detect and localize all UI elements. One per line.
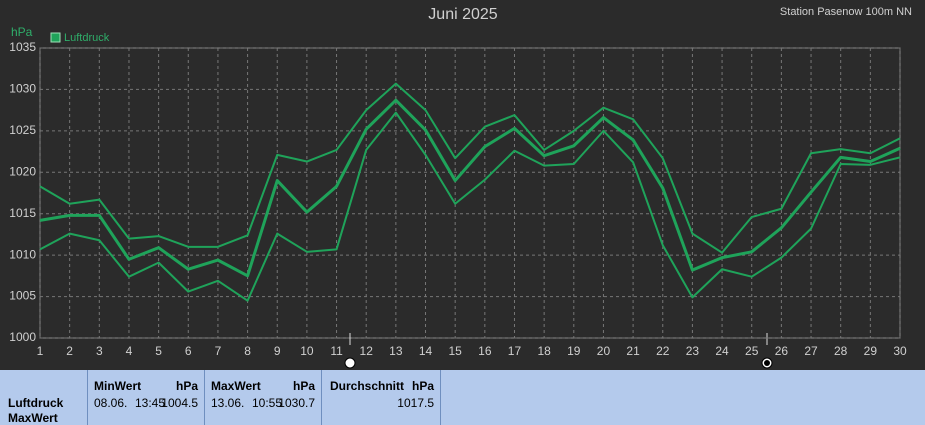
x-tick-label: 11 [330, 344, 343, 358]
value: 1004.5 [161, 396, 198, 410]
col-header: MinWert [94, 379, 142, 393]
x-tick-label: 6 [185, 344, 192, 358]
value: 1017.5 [397, 396, 434, 410]
chart-title: Juni 2025 [428, 6, 497, 23]
x-tick-label: 21 [626, 344, 640, 358]
col-header: Durchschnitt [330, 379, 405, 393]
y-tick-label: 1010 [9, 247, 36, 261]
x-tick-label: 9 [274, 344, 281, 358]
y-tick-label: 1015 [9, 206, 36, 220]
y-axis-label: hPa [11, 25, 33, 39]
x-tick-label: 5 [155, 344, 162, 358]
x-tick-label: 7 [215, 344, 222, 358]
x-tick-label: 4 [126, 344, 133, 358]
x-tick-label: 10 [300, 344, 314, 358]
x-tick-label: 12 [360, 344, 374, 358]
y-tick-label: 1035 [9, 40, 36, 54]
moon-new-inner [764, 360, 770, 366]
y-tick-label: 1005 [9, 289, 36, 303]
data-line [39, 98, 901, 278]
time: 10:55 [252, 396, 283, 410]
data-line [39, 82, 901, 254]
date: 13.06. [211, 396, 245, 410]
summary-table: Luftdruck MaxWert MinWert hPa 08.06. 13:… [0, 370, 925, 425]
x-tick-label: 18 [537, 344, 551, 358]
legend-label: Luftdruck [64, 32, 110, 44]
x-tick-label: 27 [804, 344, 818, 358]
x-tick-label: 20 [597, 344, 611, 358]
moon-full [344, 357, 356, 369]
x-tick-label: 24 [715, 344, 729, 358]
y-tick-label: 1025 [9, 123, 36, 137]
col-header: MaxWert [211, 379, 261, 393]
col-unit: hPa [411, 379, 434, 393]
x-tick-label: 26 [775, 344, 789, 358]
legend-swatch [50, 32, 61, 43]
x-tick-label: 22 [656, 344, 670, 358]
x-tick-label: 14 [419, 344, 433, 358]
x-tick-label: 19 [567, 344, 581, 358]
x-tick-label: 17 [508, 344, 522, 358]
data-line [39, 111, 901, 302]
avg-cell: Durchschnitt hPa 1017.5 [322, 370, 441, 425]
x-tick-label: 28 [834, 344, 848, 358]
value: 1030.7 [278, 396, 315, 410]
x-tick-label: 8 [244, 344, 251, 358]
x-tick-label: 13 [389, 344, 403, 358]
y-tick-label: 1030 [9, 82, 36, 96]
col-unit: hPa [292, 379, 315, 393]
x-tick-label: 1 [37, 344, 44, 358]
x-tick-label: 15 [448, 344, 462, 358]
x-tick-label: 25 [745, 344, 759, 358]
x-tick-label: 30 [893, 344, 907, 358]
x-tick-label: 2 [66, 344, 73, 358]
x-tick-label: 23 [686, 344, 700, 358]
x-tick-label: 29 [864, 344, 878, 358]
chart: Juni 2025 Station Pasenow 100m NN hPa 10… [9, 6, 912, 369]
min-cell: MinWert hPa 08.06. 13:45 1004.5 [88, 370, 205, 425]
date: 08.06. [94, 396, 128, 410]
y-tick-label: 1000 [9, 330, 36, 344]
max-cell: MaxWert hPa 13.06. 10:55 1030.7 [205, 370, 322, 425]
x-tick-label: 16 [478, 344, 492, 358]
x-tick-label: 3 [96, 344, 103, 358]
row-label: MaxWert [8, 411, 58, 425]
col-unit: hPa [175, 379, 198, 393]
time: 13:45 [135, 396, 166, 410]
station-label: Station Pasenow 100m NN [780, 6, 912, 18]
y-tick-label: 1020 [9, 164, 36, 178]
row-label-cell: Luftdruck MaxWert [0, 370, 88, 425]
row-label: Luftdruck [8, 396, 64, 410]
